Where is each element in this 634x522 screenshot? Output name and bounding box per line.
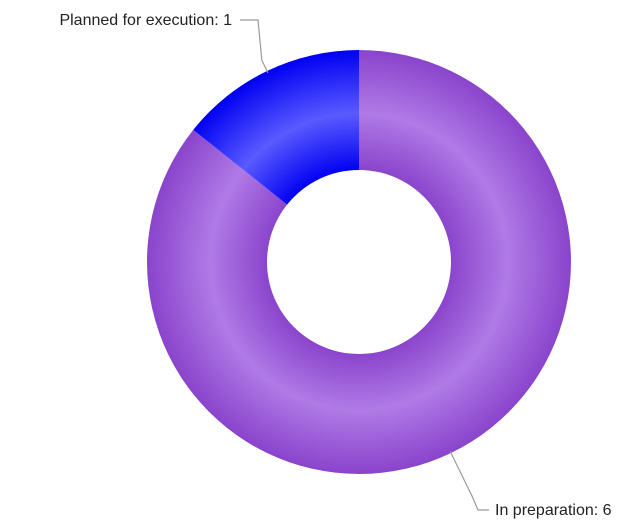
slice-planned-for-execution[interactable] bbox=[193, 50, 359, 205]
data-label-planned-for-execution: Planned for execution: 1 bbox=[59, 12, 232, 29]
connector-planned-for-execution bbox=[240, 19, 269, 74]
connector-in-preparation bbox=[449, 450, 489, 511]
data-labels: In preparation: 6 Planned for execution: … bbox=[59, 12, 611, 519]
data-label-in-preparation: In preparation: 6 bbox=[495, 502, 612, 519]
donut-slices bbox=[146, 50, 571, 475]
slice-in-preparation[interactable] bbox=[146, 50, 571, 475]
